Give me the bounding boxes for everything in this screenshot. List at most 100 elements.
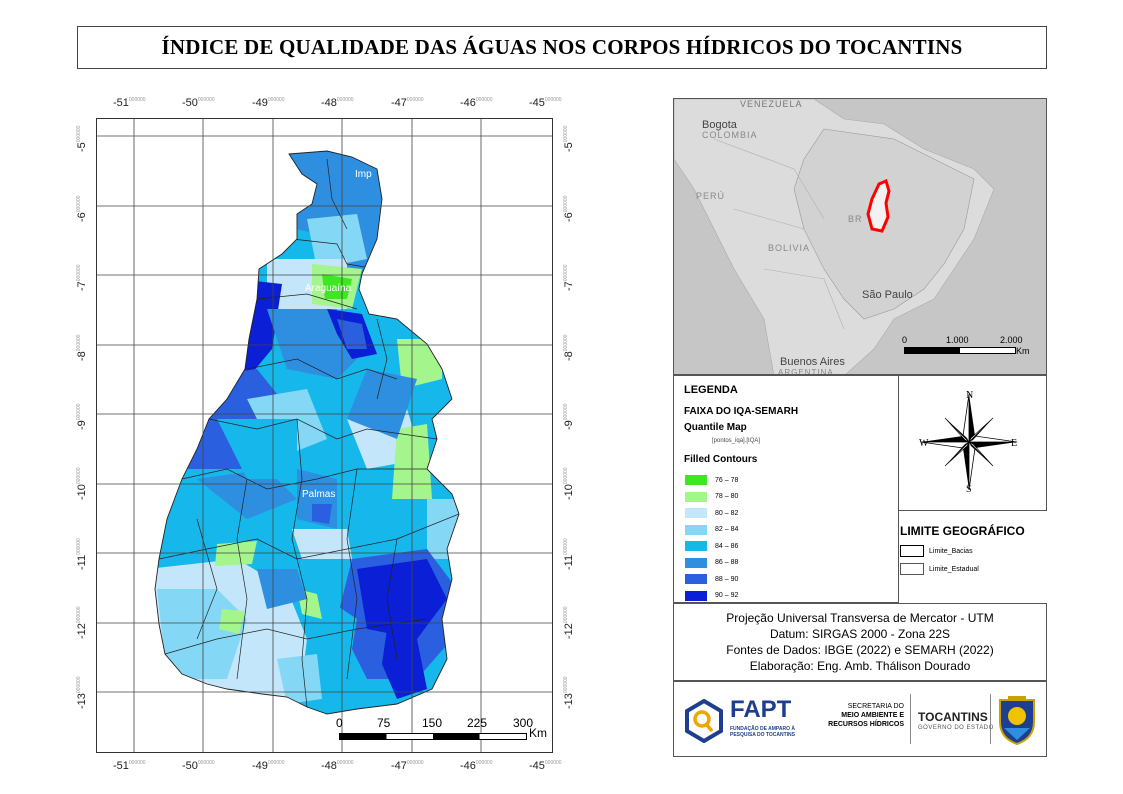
scale-tick: 0 [902,335,908,345]
lon-label: -50000000 [182,97,215,109]
credit-line: Fontes de Dados: IBGE (2022) e SEMARH (2… [726,643,994,657]
lat-label: -13000000 [563,676,575,709]
logo-divider [990,694,991,744]
legend-map-type: Quantile Map [684,422,747,433]
graticule [97,119,552,752]
legend-swatch [685,508,707,519]
state-boundary [154,150,460,715]
lon-label: -51000000 [113,760,146,772]
scale-tick: 225 [467,716,488,730]
iqa-contours [155,151,459,714]
legend-swatch [685,524,707,535]
limit-item: Limite_Estadual [900,563,979,575]
inset-label: Bogota [702,119,738,131]
legend-item: 76 – 78 [685,472,738,489]
scale-unit: Km [529,726,547,740]
inset-label: BR [848,214,863,224]
credit-line: Datum: SIRGAS 2000 - Zona 22S [769,627,951,641]
city-label-imperatriz: Imp [355,169,372,180]
legend-item: 84 – 86 [685,538,738,555]
coat-of-arms-icon [999,696,1035,746]
inset-label: VENEZUELA [740,99,803,109]
lon-label: -45000000 [529,760,562,772]
legend-panel: LEGENDA FAIXA DO IQA-SEMARH Quantile Map… [673,375,899,603]
inset-label: São Paulo [862,289,913,301]
scale-unit: Km [1016,346,1030,356]
lat-label: -13000000 [76,676,88,709]
inset-label: PERÚ [696,191,725,201]
lat-label: -8000000 [563,334,575,361]
gov-name: TOCANTINS [918,710,988,724]
lon-label: -49000000 [252,97,285,109]
legend-item: 78 – 80 [685,489,738,506]
legend-swatch [685,557,707,568]
scale-tick: 150 [422,716,443,730]
inset-label: BOLIVIA [768,243,810,253]
legend-item: 82 – 84 [685,522,738,539]
main-map-frame[interactable]: Imp Araguaína Palmas 0 75 150 225 300 Km [96,118,553,753]
lon-label: -45000000 [529,97,562,109]
west-label: W [919,438,929,449]
gov-subtitle: GOVERNO DO ESTADO [918,725,994,731]
lon-label: -48000000 [321,97,354,109]
lat-label: -10000000 [563,467,575,500]
scale-tick: 1.000 [946,335,969,345]
scale-tick: 300 [513,716,534,730]
lat-label: -12000000 [76,606,88,639]
legend-item: 88 – 90 [685,571,738,588]
lat-label: -9000000 [563,403,575,430]
fapt-name: FAPT [730,696,792,723]
lon-label: -47000000 [391,97,424,109]
lon-label: -50000000 [182,760,215,772]
lat-label: -5000000 [76,125,88,152]
lon-label: -49000000 [252,760,285,772]
credit-line: Projeção Universal Transversa de Mercato… [726,611,994,625]
inset-map[interactable]: VENEZUELA Bogota COLOMBIA PERÚ BR BOLIVI… [673,98,1047,375]
south-label: S [966,484,972,495]
lat-label: -5000000 [563,125,575,152]
compass-rose-icon: N S E W [919,390,1017,495]
credit-line: Elaboração: Eng. Amb. Thálison Dourado [749,659,971,673]
semarh-logo: SECRETARIA DO MEIO AMBIENTE E RECURSOS H… [824,702,904,729]
lat-label: -6000000 [76,195,88,222]
legend-classes: 76 – 78 78 – 80 80 – 82 82 – 84 84 – 86 … [685,472,738,604]
lat-label: -10000000 [76,467,88,500]
logos-panel: FAPT FUNDAÇÃO DE AMPARO À PESQUISA DO TO… [673,681,1047,757]
legend-swatch [685,475,707,486]
legend-contours-title: Filled Contours [684,454,758,465]
legend-subtitle: FAIXA DO IQA-SEMARH [684,406,799,417]
lat-label: -11000000 [76,538,88,570]
basin-boundaries [158,158,459,708]
scale-tick: 0 [336,716,343,730]
scale-bar-graphic [904,347,1016,354]
city-label-araguaina: Araguaína [305,283,352,294]
geographic-limits-panel: LIMITE GEOGRÁFICO Limite_Bacias Limite_E… [898,511,1047,603]
semarh-line: RECURSOS HÍDRICOS [828,721,904,728]
scale-bar-graphic [339,733,527,740]
lat-label: -8000000 [76,334,88,361]
north-label: N [966,390,973,401]
east-label: E [1011,438,1017,449]
inset-label: Buenos Aires [780,356,845,368]
legend-swatch [685,574,707,585]
fapt-logo-icon [685,699,723,743]
lon-label: -48000000 [321,760,354,772]
map-title-box: ÍNDICE DE QUALIDADE DAS ÁGUAS NOS CORPOS… [77,26,1047,69]
legend-swatch [685,491,707,502]
legend-item: 90 – 92 [685,588,738,605]
tocantins-iqa-map[interactable]: Imp Araguaína Palmas [97,119,553,753]
main-scale-bar: 0 75 150 225 300 Km [336,716,549,746]
scale-tick: 2.000 [1000,335,1023,345]
lat-label: -11000000 [563,538,575,570]
legend-swatch [685,541,707,552]
semarh-line: SECRETARIA DO [847,703,904,710]
limit-swatch [900,545,924,557]
lon-label: -47000000 [391,760,424,772]
south-america-inset: VENEZUELA Bogota COLOMBIA PERÚ BR BOLIVI… [674,99,1046,374]
lon-label: -46000000 [460,97,493,109]
fapt-subtitle: FUNDAÇÃO DE AMPARO À PESQUISA DO TOCANTI… [730,726,796,738]
lat-label: -12000000 [563,606,575,639]
lat-label: -7000000 [563,264,575,291]
legend-title: LEGENDA [684,384,738,396]
lat-label: -7000000 [76,264,88,291]
